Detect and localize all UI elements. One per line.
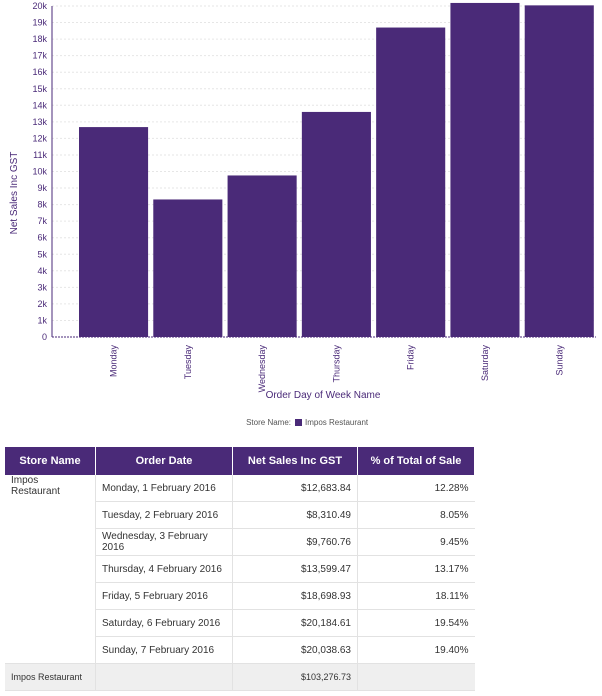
table-header-row: Store Name Order Date Net Sales Inc GST … bbox=[5, 447, 475, 475]
table-row: Friday, 5 February 2016 $18,698.93 18.11… bbox=[5, 582, 475, 610]
x-tick-label: Sunday bbox=[554, 345, 564, 376]
sales-table: Store Name Order Date Net Sales Inc GST … bbox=[5, 447, 475, 691]
total-sales-cell: $103,276.73 bbox=[232, 663, 358, 691]
y-tick-label: 15k bbox=[32, 84, 47, 94]
y-axis-label: Net Sales Inc GST bbox=[9, 152, 20, 235]
pct-total-cell: 18.11% bbox=[357, 582, 475, 610]
legend-title: Store Name: bbox=[246, 418, 291, 427]
net-sales-cell: $9,760.76 bbox=[232, 528, 358, 556]
total-empty-cell bbox=[95, 663, 233, 691]
table-row: Wednesday, 3 February 2016 $9,760.76 9.4… bbox=[5, 528, 475, 556]
net-sales-cell: $20,038.63 bbox=[232, 636, 358, 664]
total-row: Impos Restaurant $103,276.73 bbox=[5, 663, 475, 691]
net-sales-cell: $20,184.61 bbox=[232, 609, 358, 637]
header-order-date: Order Date bbox=[95, 447, 233, 475]
net-sales-cell: $13,599.47 bbox=[232, 555, 358, 583]
table-row: Tuesday, 2 February 2016 $8,310.49 8.05% bbox=[5, 501, 475, 529]
net-sales-cell: $12,683.84 bbox=[232, 475, 358, 502]
bar bbox=[153, 199, 223, 337]
bar bbox=[301, 111, 371, 337]
legend-series-name: Impos Restaurant bbox=[305, 418, 369, 427]
y-tick-label: 12k bbox=[32, 133, 47, 143]
x-tick-label: Tuesday bbox=[183, 345, 193, 380]
table-row: Impos Restaurant Monday, 1 February 2016… bbox=[5, 475, 475, 664]
pct-total-cell: 13.17% bbox=[357, 555, 475, 583]
y-tick-label: 0 bbox=[42, 332, 47, 342]
header-store-name: Store Name bbox=[5, 447, 96, 475]
table-row: Sunday, 7 February 2016 $20,038.63 19.40… bbox=[5, 636, 475, 664]
table-row: Thursday, 4 February 2016 $13,599.47 13.… bbox=[5, 555, 475, 583]
y-tick-label: 17k bbox=[32, 51, 47, 61]
y-tick-label: 3k bbox=[37, 282, 47, 292]
net-sales-cell: $8,310.49 bbox=[232, 501, 358, 529]
net-sales-cell: $18,698.93 bbox=[232, 582, 358, 610]
y-tick-label: 10k bbox=[32, 167, 47, 177]
order-date-cell: Tuesday, 2 February 2016 bbox=[95, 501, 233, 529]
store-name-cell: Impos Restaurant bbox=[5, 475, 96, 664]
bar-layer bbox=[79, 2, 594, 338]
y-tick-labels: 0 1k 2k 3k 4k 5k 6k 7k 8k 9k 10k 11k 12k 13k 14k 15k 16k… bbox=[32, 1, 47, 342]
bar-chart: 0 1k 2k 3k 4k 5k 6k 7k 8k 9k 10k 11k 12k 13k 14k 15k 16k… bbox=[9, 1, 596, 427]
x-axis-label: Order Day of Week Name bbox=[266, 390, 381, 401]
y-tick-label: 1k bbox=[37, 315, 47, 325]
y-tick-label: 7k bbox=[37, 216, 47, 226]
order-date-cell: Saturday, 6 February 2016 bbox=[95, 609, 233, 637]
order-date-cell: Friday, 5 February 2016 bbox=[95, 582, 233, 610]
y-tick-label: 20k bbox=[32, 1, 47, 11]
x-tick-label: Thursday bbox=[331, 345, 341, 383]
table-row: Saturday, 6 February 2016 $20,184.61 19.… bbox=[5, 609, 475, 637]
order-date-cell: Monday, 1 February 2016 bbox=[95, 475, 233, 502]
order-date-cell: Thursday, 4 February 2016 bbox=[95, 555, 233, 583]
total-store-cell: Impos Restaurant bbox=[5, 663, 96, 691]
y-tick-label: 13k bbox=[32, 117, 47, 127]
bar bbox=[79, 127, 149, 337]
pct-total-cell: 19.54% bbox=[357, 609, 475, 637]
y-tick-label: 8k bbox=[37, 200, 47, 210]
pct-total-cell: 19.40% bbox=[357, 636, 475, 664]
order-date-cell: Wednesday, 3 February 2016 bbox=[95, 528, 233, 556]
x-tick-label: Saturday bbox=[480, 345, 490, 382]
y-tick-label: 5k bbox=[37, 249, 47, 259]
pct-total-cell: 12.28% bbox=[357, 475, 475, 502]
bar bbox=[450, 2, 520, 338]
x-tick-labels: Monday Tuesday Wednesday Thursday Friday Satu… bbox=[109, 345, 565, 393]
y-tick-label: 11k bbox=[33, 150, 47, 160]
pct-total-cell: 9.45% bbox=[357, 528, 475, 556]
bar bbox=[524, 5, 594, 337]
legend-swatch bbox=[295, 419, 302, 426]
x-tick-label: Friday bbox=[406, 345, 416, 371]
bar bbox=[227, 175, 297, 337]
y-tick-label: 19k bbox=[32, 18, 47, 28]
bar bbox=[376, 27, 446, 337]
y-tick-label: 18k bbox=[32, 34, 47, 44]
y-tick-label: 4k bbox=[37, 266, 47, 276]
order-date-cell: Sunday, 7 February 2016 bbox=[95, 636, 233, 664]
legend: Store Name: Impos Restaurant bbox=[246, 418, 369, 427]
header-pct-total: % of Total of Sale bbox=[357, 447, 475, 475]
total-empty-cell bbox=[357, 663, 475, 691]
y-tick-label: 2k bbox=[37, 299, 47, 309]
header-net-sales: Net Sales Inc GST bbox=[232, 447, 358, 475]
y-tick-label: 14k bbox=[32, 100, 47, 110]
x-tick-label: Monday bbox=[109, 345, 119, 378]
y-tick-label: 6k bbox=[37, 233, 47, 243]
y-tick-label: 16k bbox=[32, 67, 47, 77]
y-tick-label: 9k bbox=[37, 183, 47, 193]
x-tick-label: Wednesday bbox=[257, 345, 267, 393]
pct-total-cell: 8.05% bbox=[357, 501, 475, 529]
